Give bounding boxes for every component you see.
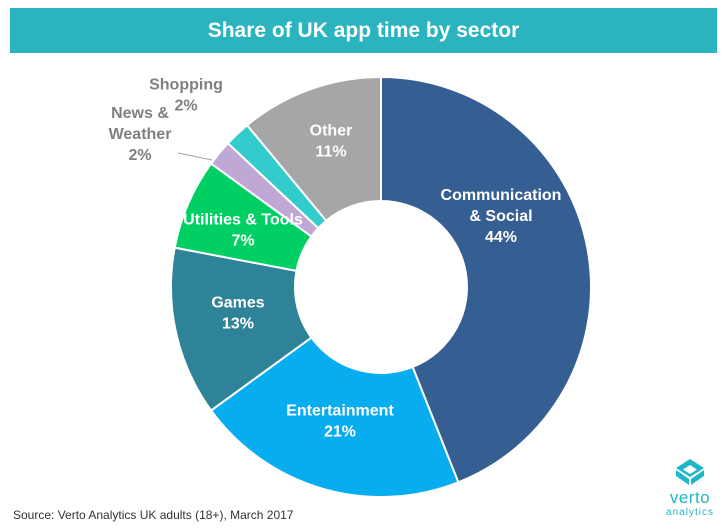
slice-communication-social <box>380 75 592 484</box>
chart-title: Share of UK app time by sector <box>10 8 717 53</box>
slice-label-news-weather: News & Weather 2% <box>109 105 172 164</box>
slice-label-communication-social: Communication & Social 44% <box>441 187 562 246</box>
slice-label-other: Other 11% <box>310 123 353 161</box>
slice-other <box>245 75 382 223</box>
slice-label-games: Games 13% <box>211 295 264 333</box>
verto-logo-icon <box>676 459 704 485</box>
slice-label-entertainment: Entertainment 21% <box>286 403 394 441</box>
leader-line <box>177 152 213 161</box>
source-note: Source: Verto Analytics UK adults (18+),… <box>13 508 294 522</box>
slice-label-shopping: Shopping 2% <box>149 77 223 115</box>
slice-games <box>170 246 313 412</box>
logo-wordmark: verto <box>669 488 711 507</box>
slice-label-utilities-tools: Utilities & Tools 7% <box>183 212 303 250</box>
slice-entertainment <box>209 336 460 498</box>
logo-subtitle: analytics <box>666 507 714 518</box>
